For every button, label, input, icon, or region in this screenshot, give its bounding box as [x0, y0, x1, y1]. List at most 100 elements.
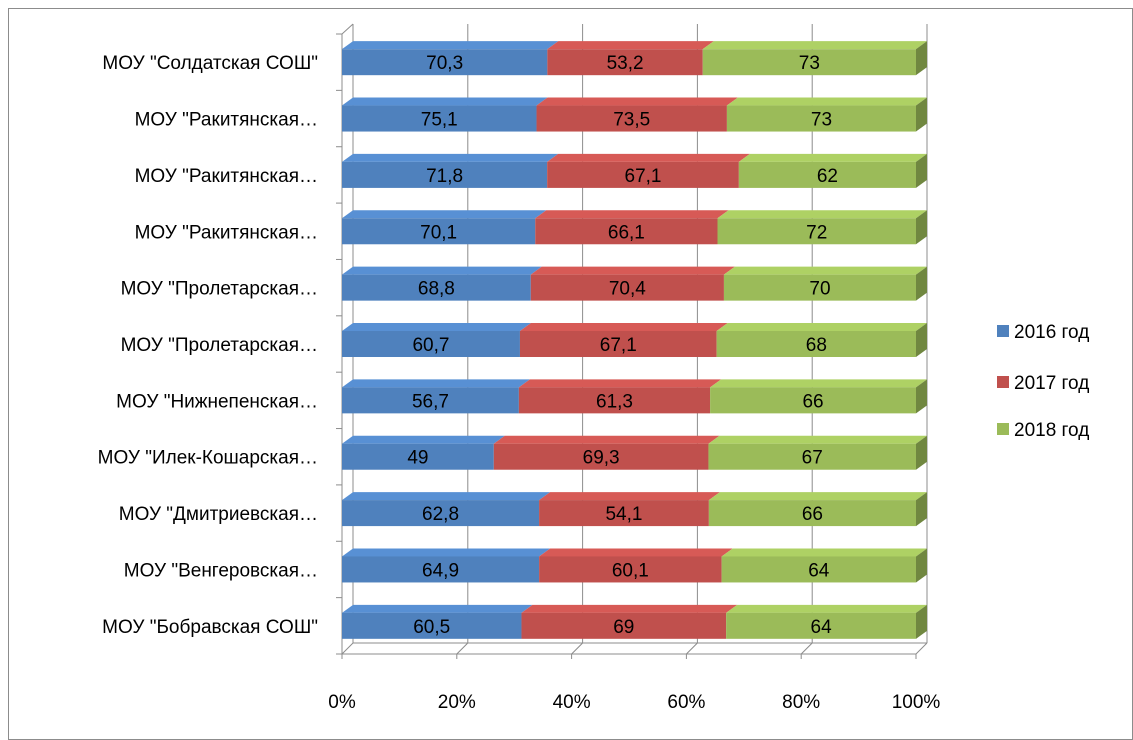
- bar-top-face: [702, 41, 927, 50]
- category-label: МОУ "Бобравская СОШ": [102, 617, 318, 638]
- bar-segment: [493, 443, 709, 470]
- bar-segment: [708, 500, 916, 527]
- bar-top-face: [738, 153, 927, 162]
- bar-top-face: [726, 97, 927, 106]
- bar-segment: [726, 612, 916, 639]
- bar-segment: [717, 218, 916, 245]
- bar-segment: [342, 443, 494, 470]
- bar-segment: [342, 500, 540, 527]
- bar-segment: [539, 556, 722, 583]
- legend-swatch: [997, 376, 1009, 388]
- bar-side-face: [916, 153, 927, 188]
- floor-gridline: [800, 642, 813, 655]
- bar-top-face: [342, 323, 531, 331]
- category-axis-depth: [341, 23, 354, 35]
- x-tick-label: 0%: [328, 692, 356, 713]
- bar-segment: [716, 331, 916, 357]
- bar-top-face: [530, 266, 735, 275]
- data-label: 69: [613, 617, 634, 638]
- bar-segment: [723, 274, 916, 301]
- bar-top-face: [723, 266, 927, 275]
- bar-top-face: [518, 379, 722, 388]
- x-tick-label: 40%: [553, 692, 591, 713]
- bar-top-face: [519, 323, 728, 331]
- bar-segment: [708, 443, 916, 470]
- data-label: 49: [407, 448, 428, 469]
- data-label: 70,1: [420, 222, 457, 243]
- floor-gridline: [686, 642, 698, 655]
- data-label: 70,3: [426, 53, 463, 74]
- bar-side-face: [916, 266, 927, 301]
- data-label: 60,5: [413, 617, 450, 638]
- bar-top-face: [721, 548, 927, 557]
- floor-gridline: [571, 642, 583, 655]
- data-label: 70,4: [609, 279, 646, 300]
- legend: 2016 год 2017 год 2018 год: [997, 322, 1089, 441]
- bar-segment: [342, 274, 531, 301]
- bar-segment: [342, 49, 548, 76]
- bar-top-face: [342, 266, 542, 275]
- data-label: 53,2: [607, 53, 644, 74]
- bar-top-face: [493, 435, 720, 444]
- bar-side-face: [916, 548, 927, 583]
- data-label: 68,8: [418, 279, 455, 300]
- bar-top-face: [539, 548, 733, 557]
- bar-segment: [702, 49, 916, 76]
- bar-segment: [342, 105, 537, 132]
- category-label: МОУ "Нижнепенская…: [116, 391, 318, 412]
- bar-side-face: [916, 41, 927, 76]
- bar-top-face: [708, 435, 927, 444]
- category-label: МОУ "Илек-Кошарская…: [98, 448, 318, 469]
- bar-top-face: [726, 604, 927, 613]
- data-label: 67,1: [600, 335, 637, 356]
- data-label: 64: [811, 617, 833, 638]
- bar-top-face: [342, 210, 547, 219]
- bar-segment: [536, 105, 727, 132]
- bar-group: 75,1 73,5 73: [342, 97, 927, 132]
- data-label: 66,1: [608, 222, 645, 243]
- bar-top-face: [708, 492, 927, 501]
- plot-area: 0% 20% 40% 60% 80% 100% МОУ "Бобравская СОШ" 60…: [98, 23, 940, 713]
- bar-top-face: [342, 153, 559, 162]
- bar-segment: [342, 612, 522, 639]
- data-label: 67,1: [625, 166, 662, 187]
- bar-top-face: [717, 210, 927, 219]
- bar-top-face: [342, 492, 551, 501]
- bar-group: 60,7 67,1 68: [342, 323, 927, 357]
- bar-side-face: [916, 210, 927, 245]
- legend-swatch: [997, 325, 1009, 337]
- bar-group: 68,8 70,4 70: [342, 266, 927, 301]
- category-label: МОУ "Дмитриевская…: [119, 504, 318, 525]
- data-label: 56,7: [412, 391, 449, 412]
- bar-segment: [519, 331, 717, 357]
- bar-top-face: [539, 492, 720, 501]
- bar-side-face: [916, 492, 927, 527]
- bar-segment: [342, 161, 548, 188]
- bar-top-face: [521, 604, 738, 613]
- bar-group: 56,7 61,3 66: [342, 379, 927, 414]
- data-label: 60,7: [412, 335, 449, 356]
- bar-top-face: [342, 97, 548, 106]
- data-label: 60,1: [612, 560, 649, 581]
- x-tick-label: 60%: [667, 692, 705, 713]
- data-label: 73,5: [613, 110, 650, 131]
- x-tick-label: 80%: [782, 692, 820, 713]
- bar-segment: [721, 556, 916, 583]
- bar-side-face: [916, 435, 927, 470]
- bar-top-face: [536, 97, 738, 106]
- bar-segment: [342, 387, 519, 414]
- bar-group: 70,3 53,2 73: [342, 41, 927, 76]
- category-label: МОУ "Пролетарская…: [121, 335, 318, 356]
- bar-segment: [342, 331, 520, 357]
- bar-side-face: [916, 97, 927, 132]
- data-label: 71,8: [426, 166, 463, 187]
- data-label: 72: [806, 222, 827, 243]
- data-label: 75,1: [421, 110, 458, 131]
- category-label: МОУ "Ракитянская…: [135, 166, 318, 187]
- category-label: МОУ "Пролетарская…: [121, 279, 318, 300]
- data-label: 73: [811, 110, 832, 131]
- data-label: 62,8: [422, 504, 459, 525]
- data-label: 73: [799, 53, 820, 74]
- category-label: МОУ "Солдатская СОШ": [102, 53, 318, 74]
- bar-group: 49 69,3 67: [342, 435, 927, 470]
